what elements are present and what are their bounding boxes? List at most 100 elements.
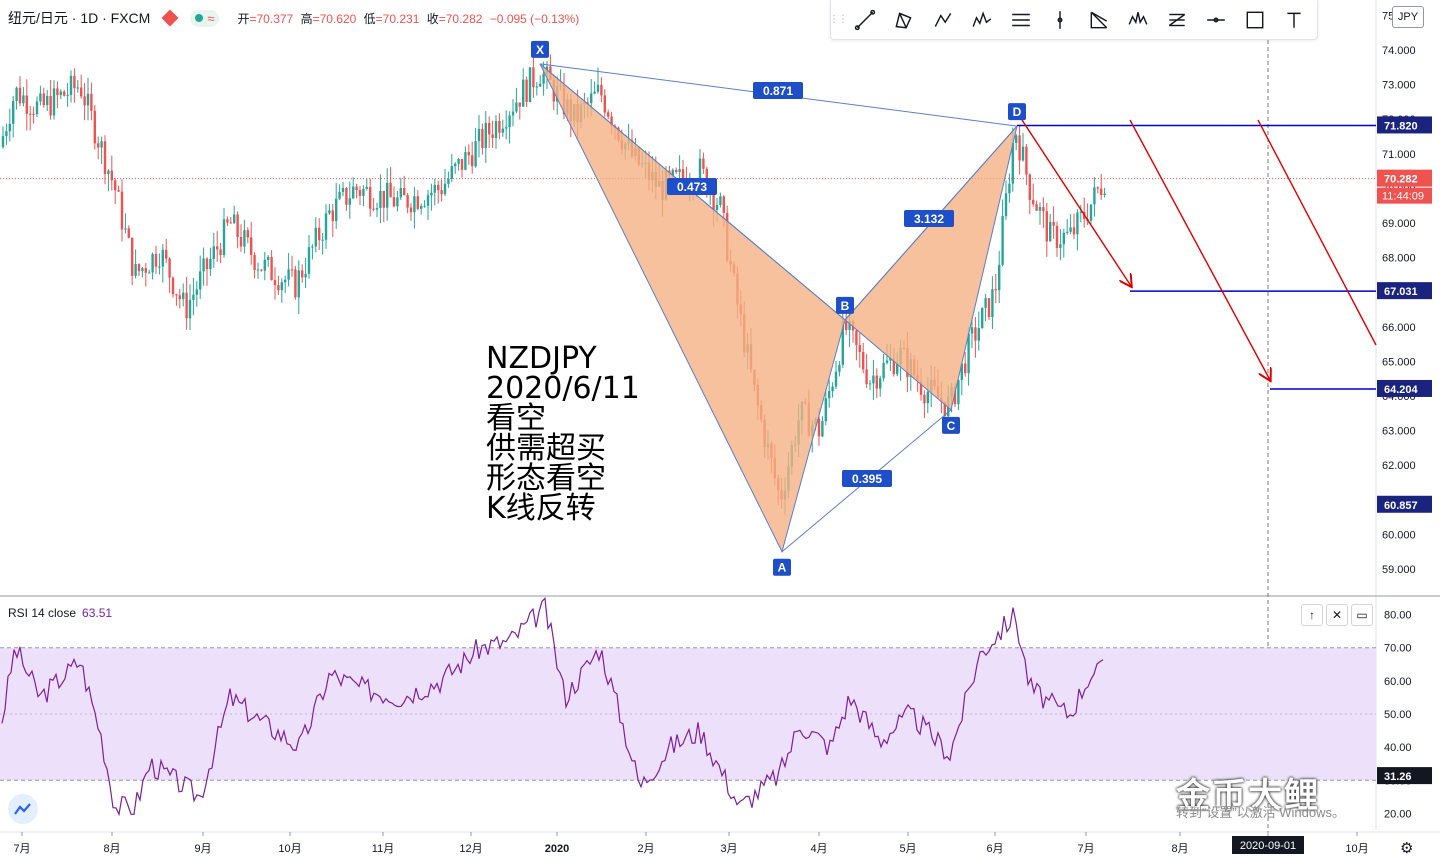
candle-body <box>260 269 263 271</box>
time-tick-label: 7月 <box>1077 843 1094 855</box>
drag-handle-icon[interactable]: ⋮⋮ <box>829 14 848 25</box>
parallel-channel-icon[interactable] <box>1001 2 1040 38</box>
tradingview-logo-icon[interactable] <box>8 794 38 824</box>
vertical-line-icon[interactable] <box>1040 2 1079 38</box>
settings-gear-icon[interactable]: ⚙ <box>1400 840 1414 857</box>
candle-body <box>505 127 508 129</box>
horizontal-line-icon[interactable] <box>1196 2 1235 38</box>
candle-body <box>1 136 5 147</box>
candle-body <box>1049 221 1052 242</box>
candle-body <box>29 113 32 115</box>
pattern-point-label: B <box>841 299 850 313</box>
drawing-toolbar: ⋮⋮ <box>829 0 1318 40</box>
pattern-point-label: A <box>778 561 787 575</box>
candle-body <box>311 246 314 248</box>
target-level-badge <box>1377 379 1432 397</box>
candle-body <box>603 95 606 113</box>
candle-body <box>834 371 838 387</box>
candle-body <box>270 256 273 281</box>
candle-body <box>977 328 980 341</box>
trend-line-icon[interactable] <box>845 2 884 38</box>
rectangle-icon[interactable] <box>1235 2 1274 38</box>
low-value: =70.231 <box>375 11 420 26</box>
candle-body <box>212 246 215 259</box>
candle-body <box>1059 244 1062 248</box>
candle-body <box>127 228 130 238</box>
candle-body <box>1096 187 1099 189</box>
candle-body <box>542 73 545 84</box>
fib-fan-icon[interactable] <box>1079 2 1118 38</box>
candle-body <box>964 363 967 374</box>
price-tick-label: 60.000 <box>1382 529 1416 541</box>
candle-body <box>239 236 243 247</box>
candle-body <box>586 102 589 104</box>
price-tick-label: 63.000 <box>1382 426 1416 438</box>
target-level-badge <box>1377 116 1432 134</box>
candle-body <box>273 280 277 286</box>
open-value: =70.377 <box>249 11 294 26</box>
annotation-line: 看空 <box>486 401 546 436</box>
candle-body <box>1035 204 1038 211</box>
close-pane-button[interactable]: ✕ <box>1326 604 1348 626</box>
candle-body <box>1011 142 1014 184</box>
annotation-line: 2020/6/11 <box>486 371 640 406</box>
candle-body <box>134 264 137 276</box>
candle-body <box>141 268 144 272</box>
pattern-ratio-label: 0.395 <box>852 472 882 486</box>
candle-body <box>277 285 280 291</box>
toggle-visibility-icon[interactable] <box>161 9 179 27</box>
candle-body <box>403 188 406 196</box>
xabcd-pattern-icon[interactable] <box>884 2 923 38</box>
rsi-title: RSI 14 close <box>8 606 77 620</box>
head-shoulders-icon[interactable] <box>1118 2 1157 38</box>
time-tick-label: 5月 <box>899 843 916 855</box>
target-levels: 71.820 67.031 64.204 60.857 <box>1017 116 1432 513</box>
candle-body <box>314 227 317 247</box>
rsi-current-badge <box>1377 767 1432 785</box>
symbol-name[interactable]: 纽元/日元 · 1D · FXCM <box>8 10 151 26</box>
pattern-point-badge <box>531 40 549 58</box>
candle-body <box>182 292 185 300</box>
candle-body <box>610 116 613 126</box>
candle-body <box>233 214 236 224</box>
move-pane-up-button[interactable]: ↑ <box>1301 604 1323 626</box>
candle-body <box>63 91 66 96</box>
price-tick-label: 69.000 <box>1382 218 1416 230</box>
candle-body <box>1008 183 1011 194</box>
candle-body <box>158 266 161 268</box>
time-axis: 7月8月9月10月11月12月20202月3月4月5月6月7月8月9月10月 <box>13 832 1369 855</box>
candle-body <box>52 88 56 116</box>
candle-body <box>981 307 984 329</box>
candle-body <box>1055 225 1059 248</box>
candle-body <box>862 351 865 370</box>
time-tick-label: 12月 <box>459 843 482 855</box>
candle-body <box>93 110 96 144</box>
maximize-pane-button[interactable]: ▭ <box>1351 604 1373 626</box>
candle-body <box>671 169 674 176</box>
time-tick-label: 3月 <box>720 843 737 855</box>
projection-arrow <box>1129 119 1270 380</box>
chart-legend: 纽元/日元 · 1D · FXCM ≈ 开=70.377 高=70.620 低=… <box>0 0 830 36</box>
candle-body <box>875 375 878 389</box>
candle-body <box>406 195 409 208</box>
candle-body <box>1018 135 1021 161</box>
candle-body <box>919 381 923 395</box>
candle-body <box>341 187 345 193</box>
candle-body <box>712 191 715 211</box>
text-icon[interactable] <box>1274 2 1313 38</box>
candle-body <box>144 268 147 273</box>
candle-body <box>22 95 25 104</box>
currency-badge[interactable]: JPY <box>1392 6 1424 28</box>
elliott-wave-icon[interactable] <box>962 2 1001 38</box>
abcd-pattern-icon[interactable] <box>923 2 962 38</box>
candle-body <box>120 191 124 230</box>
candle-body <box>35 101 39 115</box>
candle-body <box>287 269 290 280</box>
fib-retracement-icon[interactable] <box>1157 2 1196 38</box>
candle-body <box>450 166 453 179</box>
target-level-label: 64.204 <box>1384 384 1419 396</box>
candle-body <box>511 111 515 116</box>
candle-body <box>15 87 18 101</box>
last-price-badge <box>1377 169 1432 187</box>
